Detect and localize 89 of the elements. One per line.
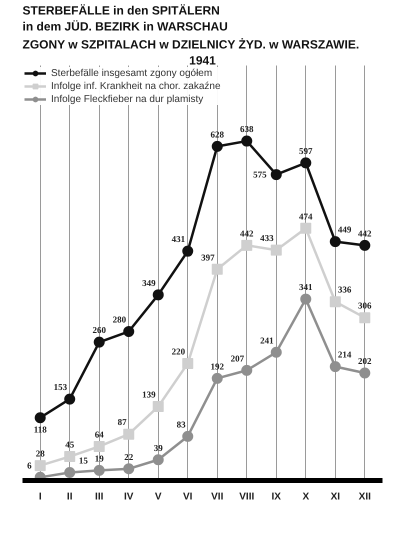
data-label: 64 (94, 429, 104, 440)
point (212, 372, 223, 384)
data-label: 22 (124, 452, 134, 462)
legend-label: Sterbefälle insgesamt zgony ogółem (51, 67, 212, 79)
point (64, 451, 76, 462)
data-label: 6 (27, 460, 32, 470)
point (182, 430, 194, 442)
data-label: 597 (299, 146, 314, 156)
chart-subtitle: ZGONY w SZPITALACH w DZIELNICY ŻYD. w WARSZAWIE. (22, 38, 360, 52)
x-tick-label: VIII (239, 492, 254, 502)
point (359, 312, 370, 324)
data-label: 449 (338, 224, 352, 235)
point (34, 412, 46, 424)
data-label: 214 (338, 350, 352, 360)
point (34, 460, 46, 472)
point (152, 454, 164, 466)
point (241, 136, 252, 147)
data-label: 153 (54, 382, 68, 392)
point (123, 428, 134, 440)
data-label: 19 (94, 453, 104, 464)
legend-label: Infolge Fleckfieber na dur plamisty (51, 93, 204, 105)
x-tick-label: X (302, 492, 310, 502)
point (241, 240, 252, 251)
data-label: 442 (240, 228, 254, 238)
data-label: 575 (253, 170, 268, 180)
x-tick-label: I (38, 492, 42, 502)
data-label: 341 (299, 282, 314, 292)
point (64, 467, 76, 478)
point (359, 368, 370, 379)
point (241, 364, 252, 376)
x-tick-label: XII (358, 492, 372, 502)
x-tick-label: VII (211, 492, 224, 502)
data-label: 83 (176, 419, 186, 430)
x-tick-label: XI (330, 492, 340, 502)
data-label: 433 (260, 233, 274, 244)
point (330, 236, 341, 248)
annotation: 1941 (189, 54, 216, 68)
point (300, 294, 312, 305)
point (152, 289, 164, 300)
point (300, 222, 312, 234)
point (182, 246, 194, 257)
point (94, 464, 105, 476)
point (270, 169, 282, 180)
data-label: 336 (338, 284, 352, 295)
data-label: 474 (299, 211, 314, 222)
point (330, 361, 341, 372)
point (330, 296, 341, 308)
data-label: 431 (172, 234, 186, 244)
point (123, 326, 134, 338)
point (359, 240, 370, 251)
point (212, 264, 223, 275)
data-label: 628 (210, 129, 225, 140)
data-label: 202 (358, 356, 372, 366)
point (182, 358, 194, 369)
x-tick-label: VI (183, 492, 193, 502)
data-label: 306 (358, 300, 372, 311)
data-label: 207 (230, 353, 245, 364)
data-label: 39 (154, 442, 164, 453)
data-label: 220 (172, 346, 186, 356)
data-label: 15 (78, 456, 88, 466)
data-label: 241 (260, 335, 274, 346)
chart-title: STERBEFÄLLE in den SPITÄLERN in dem JÜD. BEZIRK in WARSCHAU (22, 3, 228, 34)
x-tick-label: IV (124, 492, 134, 502)
point (64, 394, 76, 405)
data-label: 139 (142, 390, 156, 400)
x-tick-label: II (66, 492, 73, 502)
data-label: 118 (34, 424, 48, 435)
point (212, 140, 223, 152)
data-label: 192 (210, 361, 225, 372)
x-tick-label: IX (272, 492, 282, 502)
legend-label: Infolge inf. Krankheit na chor. zakaźne (51, 80, 221, 92)
data-label: 260 (92, 325, 106, 336)
x-tick-label: III (95, 492, 104, 502)
data-label: 87 (118, 417, 128, 428)
point (270, 346, 282, 358)
data-label: 280 (112, 314, 127, 325)
data-label: 28 (36, 448, 46, 459)
x-tick-label: V (154, 492, 162, 502)
point (300, 157, 312, 168)
data-label: 349 (142, 278, 156, 288)
point (94, 336, 105, 348)
point (94, 440, 105, 452)
data-label: 397 (201, 252, 216, 262)
point (152, 401, 164, 412)
data-label: 442 (358, 228, 372, 238)
data-label: 638 (240, 124, 254, 134)
point (270, 244, 282, 256)
data-label: 45 (65, 440, 75, 450)
point (123, 463, 134, 474)
